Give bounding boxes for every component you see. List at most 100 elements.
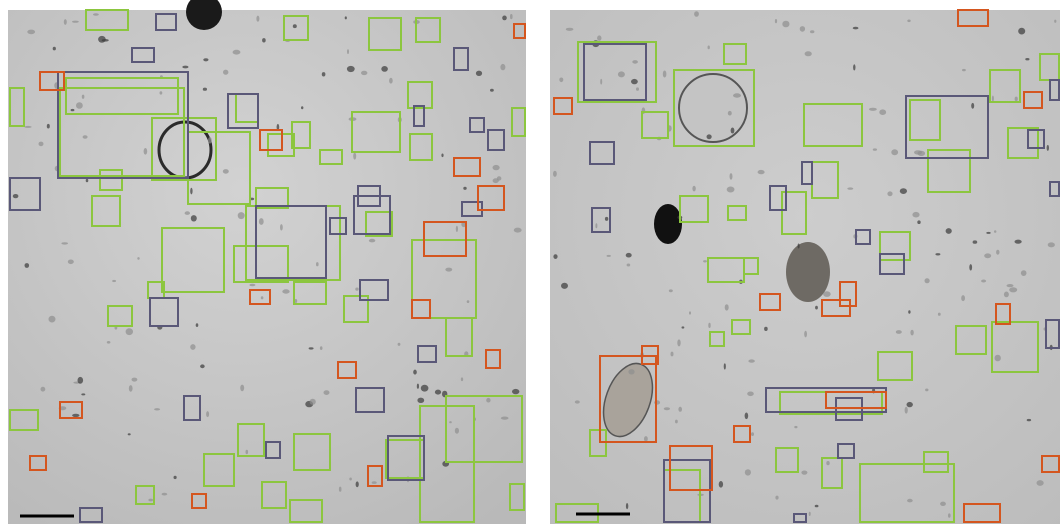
debris [703, 260, 707, 263]
debris [984, 253, 992, 259]
debris [24, 125, 32, 128]
debris [1046, 144, 1050, 151]
debris [1003, 291, 1009, 298]
purple-detection-box [591, 207, 611, 233]
green-detection-box [909, 99, 941, 141]
debris [729, 173, 733, 180]
green-detection-box [203, 453, 235, 487]
debris [553, 170, 557, 177]
debris [678, 406, 682, 412]
purple-detection-box [1027, 129, 1045, 149]
green-detection-box [151, 117, 217, 181]
debris [24, 263, 30, 268]
debris [628, 369, 635, 375]
debris [93, 13, 99, 16]
debris [908, 310, 911, 314]
debris [891, 149, 899, 156]
debris [565, 27, 574, 31]
debris [143, 148, 148, 155]
debris [670, 351, 674, 357]
debris [907, 19, 911, 23]
debris [782, 20, 790, 28]
green-detection-box [65, 77, 179, 115]
orange-detection-box [477, 185, 505, 211]
orange-detection-box [191, 493, 207, 509]
purple-detection-box [255, 205, 327, 279]
green-detection-box [775, 447, 799, 473]
green-detection-box [803, 103, 863, 147]
purple-detection-box [227, 93, 259, 129]
debris [486, 397, 491, 403]
orange-detection-box [669, 445, 713, 491]
debris [101, 39, 109, 42]
debris [131, 377, 138, 382]
green-detection-box [261, 481, 287, 509]
debris [368, 238, 376, 243]
purple-detection-box [487, 129, 505, 151]
purple-detection-box [131, 47, 155, 63]
debris [500, 416, 509, 420]
debris [195, 323, 199, 327]
debris [173, 475, 177, 480]
debris [1026, 418, 1032, 422]
green-detection-box [673, 69, 755, 147]
pollen-grain [602, 362, 654, 438]
debris [727, 110, 732, 116]
debris [434, 389, 442, 395]
debris [232, 49, 241, 55]
debris [128, 385, 133, 392]
green-detection-box [859, 463, 955, 523]
purple-detection-box [353, 195, 391, 235]
debris [814, 504, 819, 508]
debris [925, 388, 929, 392]
debris [644, 436, 648, 442]
debris [1047, 242, 1055, 248]
green-detection-box [99, 169, 123, 191]
debris [85, 178, 89, 183]
dark-particle [654, 204, 682, 244]
green-detection-box [135, 485, 155, 505]
green-detection-box [233, 245, 289, 283]
debris [27, 29, 36, 35]
debris [1006, 284, 1014, 288]
purple-detection-box [359, 279, 389, 301]
debris [744, 412, 749, 420]
green-detection-box [445, 395, 523, 463]
debris [492, 178, 499, 184]
debris [353, 152, 357, 160]
debris [899, 188, 908, 195]
left-micrograph [8, 10, 526, 524]
debris [631, 78, 638, 85]
debris [906, 401, 913, 408]
debris [823, 291, 831, 297]
purple-detection-box [837, 443, 855, 459]
debris [371, 481, 377, 484]
debris [397, 342, 401, 346]
purple-detection-box [905, 95, 989, 159]
green-detection-box [291, 121, 311, 149]
debris [1009, 287, 1018, 293]
debris [81, 94, 85, 99]
green-detection-box [319, 149, 343, 165]
debris [907, 498, 913, 503]
debris [190, 187, 193, 195]
debris [730, 127, 735, 134]
debris [344, 16, 347, 20]
debris [799, 26, 806, 32]
purple-detection-box [79, 507, 103, 523]
debris [895, 330, 902, 334]
debris [668, 289, 673, 293]
debris [127, 433, 131, 436]
debris [751, 432, 754, 436]
green-detection-box [415, 17, 441, 43]
debris [256, 15, 260, 22]
green-detection-box [927, 149, 971, 193]
debris-cluster [786, 242, 830, 302]
debris [466, 300, 470, 303]
debris [63, 19, 67, 25]
debris [190, 344, 196, 350]
debris [1020, 270, 1027, 276]
debris [202, 87, 207, 91]
debris [723, 363, 726, 370]
debris [38, 141, 44, 147]
